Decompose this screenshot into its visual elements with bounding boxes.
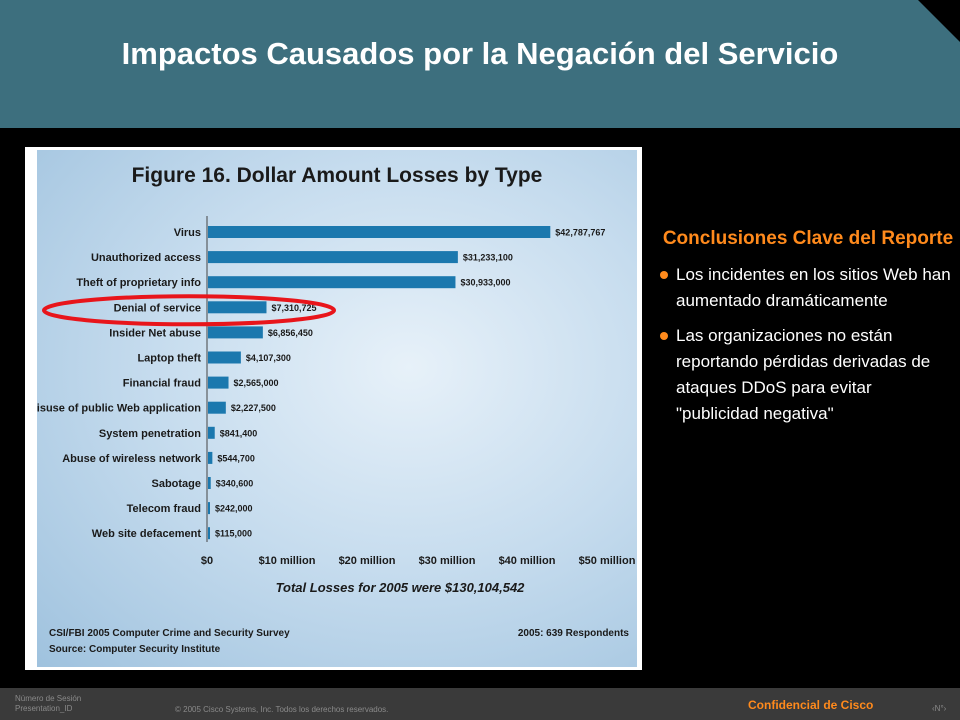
- conclusions-panel: Conclusiones Clave del Reporte Los incid…: [660, 226, 956, 436]
- slide-title: Impactos Causados por la Negación del Se…: [121, 36, 839, 71]
- chart-title: Figure 16. Dollar Amount Losses by Type: [132, 164, 543, 187]
- category-label: Virus: [174, 227, 201, 239]
- bar: [208, 527, 210, 540]
- category-label: System penetration: [99, 428, 201, 440]
- x-tick-label: $10 million: [259, 555, 316, 567]
- value-label: $42,787,767: [555, 228, 605, 238]
- bar: [208, 251, 458, 264]
- highlight-ellipse: [42, 294, 336, 327]
- page-number: ‹N°›: [932, 704, 947, 713]
- session-info: Número de Sesión Presentation_ID: [15, 694, 81, 714]
- value-label: $2,227,500: [231, 403, 276, 413]
- bar: [208, 301, 267, 314]
- category-label: Unauthorized access: [91, 252, 201, 264]
- list-item: Las organizaciones no están reportando p…: [660, 323, 956, 427]
- category-label: Abuse of wireless network: [62, 453, 202, 465]
- value-label: $4,107,300: [246, 353, 291, 363]
- category-label: Denial of service: [114, 302, 201, 314]
- losses-chart: Figure 16. Dollar Amount Losses by Type V…: [37, 150, 637, 667]
- value-label: $2,565,000: [234, 378, 279, 388]
- bar: [208, 351, 241, 364]
- category-label: Web site defacement: [92, 528, 202, 540]
- conclusions-list: Los incidentes en los sitios Web han aum…: [660, 262, 956, 427]
- value-label: $544,700: [217, 453, 255, 463]
- bar: [208, 401, 226, 414]
- slide-footer: Número de Sesión Presentation_ID © 2005 …: [0, 688, 960, 720]
- category-label: Financial fraud: [123, 378, 201, 390]
- bar: [208, 451, 213, 464]
- category-label: Laptop theft: [137, 353, 201, 365]
- bar: [208, 326, 263, 339]
- conclusions-title: Conclusiones Clave del Reporte: [662, 228, 954, 249]
- x-tick-label: $50 million: [579, 555, 636, 567]
- category-label: Insider Net abuse: [109, 327, 201, 339]
- value-label: $115,000: [215, 529, 252, 539]
- value-label: $31,233,100: [463, 253, 513, 263]
- category-label: Theft of proprietary info: [76, 277, 201, 289]
- chart-svg: Figure 16. Dollar Amount Losses by Type V…: [37, 164, 636, 655]
- category-label: Telecom fraud: [127, 503, 201, 515]
- respondents-note: 2005: 639 Respondents: [518, 628, 630, 639]
- confidential-label: Confidencial de Cisco: [748, 698, 874, 712]
- value-label: $242,000: [215, 504, 253, 514]
- x-tick-label: $0: [201, 555, 213, 567]
- x-tick-label: $30 million: [419, 555, 476, 567]
- source-survey: CSI/FBI 2005 Computer Crime and Security…: [49, 628, 290, 639]
- category-label: Misuse of public Web application: [37, 403, 201, 415]
- source-institute: Source: Computer Security Institute: [49, 644, 221, 655]
- bar: [208, 376, 229, 389]
- category-label: Sabotage: [151, 478, 201, 490]
- slide-header: Impactos Causados por la Negación del Se…: [0, 0, 960, 128]
- copyright-text: © 2005 Cisco Systems, Inc. Todos los der…: [175, 705, 389, 714]
- bar: [208, 426, 215, 439]
- bullet-text: Los incidentes en los sitios Web han aum…: [676, 265, 951, 310]
- value-label: $340,600: [216, 479, 254, 489]
- value-label: $6,856,450: [268, 328, 313, 338]
- bar: [208, 477, 211, 489]
- x-tick-label: $20 million: [339, 555, 396, 567]
- bar: [208, 226, 551, 238]
- value-label: $30,933,000: [460, 278, 510, 288]
- total-note: Total Losses for 2005 were $130,104,542: [276, 580, 526, 595]
- header-corner-notch: [918, 0, 960, 42]
- bullet-dot-icon: [660, 271, 668, 279]
- value-label: $7,310,725: [271, 303, 316, 313]
- bar: [208, 502, 210, 515]
- bullet-text: Las organizaciones no están reportando p…: [676, 326, 931, 423]
- x-tick-label: $40 million: [499, 555, 556, 567]
- value-label: $841,400: [220, 428, 258, 438]
- bullet-dot-icon: [660, 332, 668, 340]
- list-item: Los incidentes en los sitios Web han aum…: [660, 262, 956, 314]
- presentation-id: Presentation_ID: [15, 704, 73, 713]
- bar: [208, 276, 456, 289]
- session-number: Número de Sesión: [15, 694, 82, 703]
